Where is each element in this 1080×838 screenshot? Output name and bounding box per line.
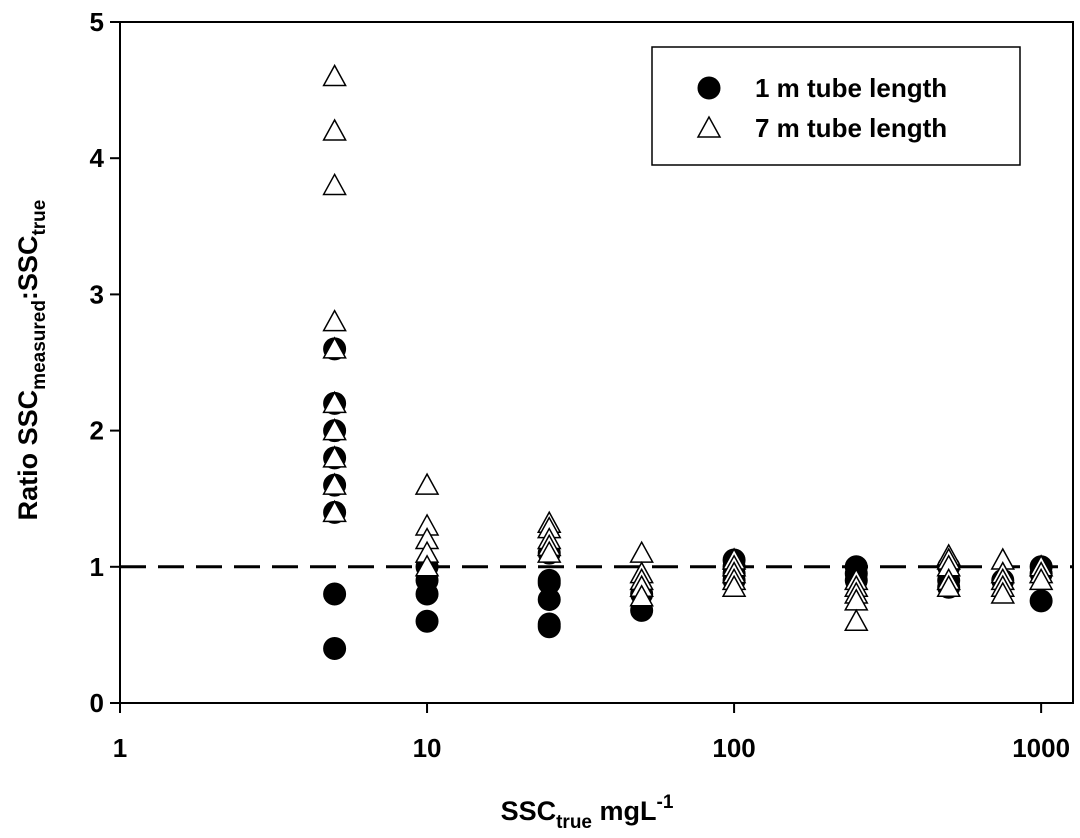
- triangle-marker: [629, 584, 654, 607]
- y-label-sub: measured: [29, 300, 50, 390]
- triangle-marker: [322, 63, 347, 87]
- triangle-marker: [322, 445, 347, 468]
- x-tick-label: 1000: [1012, 733, 1070, 763]
- y-tick-label: 1: [90, 552, 104, 582]
- y-tick-label: 0: [90, 688, 104, 718]
- triangle-marker: [696, 115, 722, 138]
- y-tick-label: 2: [90, 416, 104, 446]
- x-label-sup: -1: [657, 792, 674, 813]
- triangle-marker: [322, 309, 347, 332]
- circle-marker: [1029, 589, 1053, 613]
- legend-box: [651, 46, 1021, 166]
- circle-marker: [697, 76, 721, 100]
- triangle-marker: [936, 574, 961, 597]
- triangle-marker: [990, 581, 1016, 604]
- y-axis-label: Ratio SSCmeasured:SSCtrue: [13, 200, 50, 521]
- legend: 1 m tube length 7 m tube length: [651, 46, 1021, 166]
- y-label-part: Ratio SSC: [13, 390, 43, 521]
- x-tick-label: 100: [712, 733, 755, 763]
- circle-marker: [537, 615, 561, 639]
- triangle-marker: [322, 172, 347, 196]
- triangle-marker: [844, 608, 869, 632]
- triangle-marker: [536, 540, 562, 563]
- x-axis-label: SSCtrue mgL-1: [501, 792, 674, 833]
- legend-label: 7 m tube length: [755, 113, 947, 143]
- triangle-marker: [322, 472, 347, 495]
- circle-marker: [415, 582, 439, 606]
- triangle-marker: [721, 574, 747, 597]
- triangle-marker: [322, 118, 347, 141]
- x-tick-label: 10: [413, 733, 442, 763]
- circle-marker: [537, 587, 561, 611]
- triangle-marker: [322, 390, 347, 414]
- triangle-marker: [414, 472, 440, 495]
- x-label-part: mgL: [592, 796, 657, 826]
- plot-area: [119, 21, 1074, 704]
- triangle-marker: [322, 418, 347, 441]
- x-tick-label: 1: [113, 733, 127, 763]
- circle-marker: [323, 582, 347, 606]
- triangle-marker: [629, 540, 654, 563]
- circle-marker: [323, 637, 347, 661]
- x-label-sub: true: [556, 812, 592, 833]
- y-tick-label: 5: [90, 7, 104, 37]
- y-tick-label: 3: [90, 279, 104, 309]
- y-tick-label: 4: [90, 143, 105, 173]
- triangle-marker: [414, 554, 440, 577]
- triangle-marker: [1028, 567, 1054, 591]
- y-label-sub: true: [29, 200, 50, 236]
- circle-marker: [415, 609, 439, 633]
- triangle-marker: [322, 499, 347, 523]
- y-label-part: :SSC: [13, 236, 43, 301]
- legend-label: 1 m tube length: [755, 73, 947, 103]
- triangle-marker: [322, 336, 347, 359]
- x-label-part: SSC: [501, 796, 557, 826]
